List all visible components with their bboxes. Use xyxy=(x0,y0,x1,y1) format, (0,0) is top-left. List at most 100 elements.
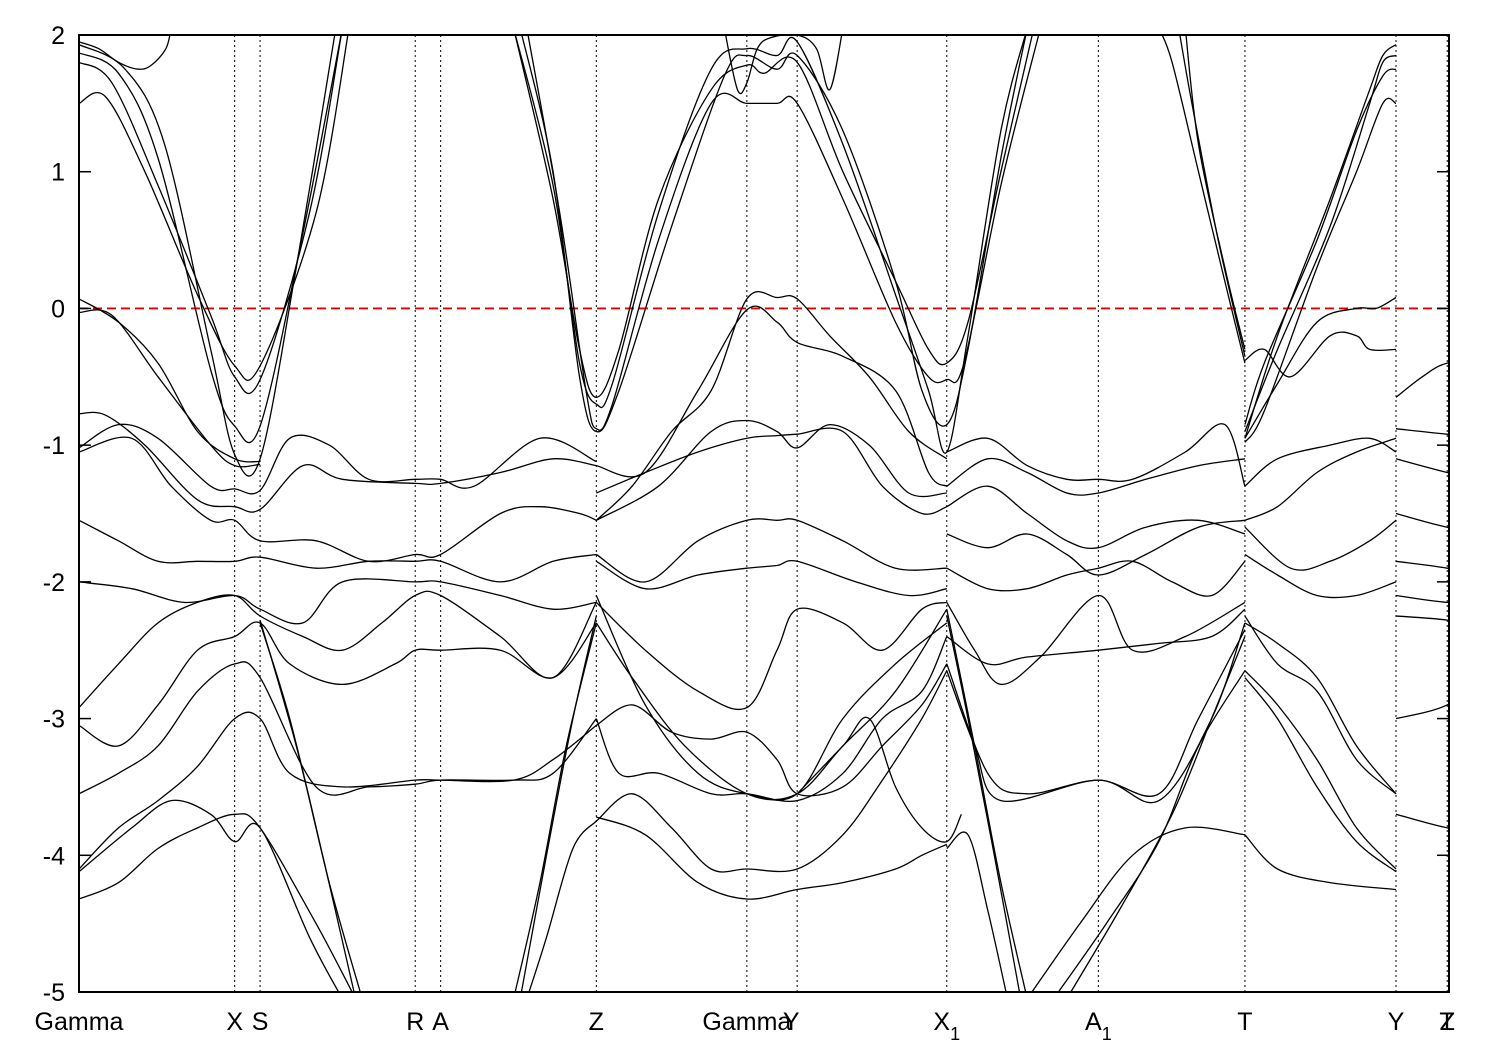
band-line-34 xyxy=(595,636,948,802)
band-line-29 xyxy=(595,518,947,583)
band-line-72 xyxy=(1244,670,1397,870)
band-line-65 xyxy=(1185,35,1246,350)
band-line-20 xyxy=(514,35,1033,398)
y-axis-ticks: 2 1 0 -1 -2 -3 -4 -5 xyxy=(43,22,1449,1007)
x-tick-label-8: X1 xyxy=(933,1008,960,1044)
band-line-32 xyxy=(595,608,948,801)
plot-frame-group xyxy=(78,34,1450,993)
y-tick-label-3: -1 xyxy=(43,432,65,460)
band-line-2 xyxy=(79,35,342,443)
band-line-45 xyxy=(946,423,1246,487)
band-line-8 xyxy=(79,411,597,513)
band-line-1 xyxy=(79,35,342,395)
y-tick-label-2: 0 xyxy=(51,295,65,323)
band-line-46 xyxy=(946,457,1245,496)
band-line-28 xyxy=(596,427,948,515)
x-tick-label-3: R xyxy=(406,1008,424,1036)
x-tick-label-0: Gamma xyxy=(35,1008,124,1036)
band-line-58 xyxy=(1244,296,1397,439)
band-line-54 xyxy=(1031,826,1245,992)
band-line-44 xyxy=(946,831,1007,992)
band-line-35 xyxy=(595,663,948,797)
band-line-21 xyxy=(527,35,1040,431)
x-tick-label-7: Y xyxy=(783,1008,800,1036)
band-line-81 xyxy=(1395,615,1449,622)
band-line-49 xyxy=(946,560,1246,597)
band-line-74 xyxy=(1244,834,1397,891)
band-line-83 xyxy=(1395,813,1449,829)
band-line-64 xyxy=(1179,35,1246,357)
band-line-69 xyxy=(1244,553,1397,599)
band-line-39 xyxy=(528,820,597,992)
x-tick-label-6: Gamma xyxy=(702,1008,791,1036)
band-line-17 xyxy=(79,799,340,992)
y-tick-label-1: 1 xyxy=(51,159,65,187)
band-line-61 xyxy=(1244,54,1397,432)
x-tick-label-sub-9: 1 xyxy=(1102,1024,1112,1044)
band-line-37 xyxy=(596,816,948,900)
band-line-10 xyxy=(79,519,597,583)
band-line-55 xyxy=(1057,670,1246,992)
band-line-3 xyxy=(79,35,336,477)
band-line-38 xyxy=(796,716,962,843)
x-tick-label-11: Y xyxy=(1388,1008,1405,1036)
band-line-19 xyxy=(259,619,361,992)
band-line-71 xyxy=(1244,615,1397,795)
band-line-36 xyxy=(595,670,948,873)
band-line-18 xyxy=(259,622,355,992)
plot-frame xyxy=(78,34,1450,993)
y-tick-label-0: 2 xyxy=(51,22,65,50)
band-line-25 xyxy=(595,291,948,521)
band-line-0 xyxy=(79,35,349,381)
band-line-12 xyxy=(79,590,597,709)
x-tick-label-4: A xyxy=(432,1008,449,1036)
y-tick-label-6: -4 xyxy=(43,842,65,870)
band-line-33 xyxy=(595,595,948,801)
band-line-78 xyxy=(1395,512,1449,529)
band-line-79 xyxy=(1395,560,1449,570)
band-line-15 xyxy=(79,711,597,870)
band-line-68 xyxy=(1244,519,1397,571)
band-line-11 xyxy=(79,578,597,625)
band-line-75 xyxy=(1395,362,1449,398)
x-tick-label-5: Z xyxy=(589,1008,604,1036)
band-line-82 xyxy=(1395,703,1449,720)
band-line-77 xyxy=(1395,458,1449,474)
band-line-73 xyxy=(1244,677,1397,873)
band-line-9 xyxy=(79,436,597,563)
band-line-47 xyxy=(946,485,1246,550)
band-line-7 xyxy=(79,423,597,495)
band-line-30 xyxy=(595,559,947,597)
band-line-16 xyxy=(79,813,353,992)
y-tick-label-4: -2 xyxy=(43,569,65,597)
band-line-4 xyxy=(79,35,171,70)
band-line-27 xyxy=(595,419,947,521)
band-line-40 xyxy=(514,622,597,992)
band-line-23 xyxy=(514,35,1027,454)
band-line-76 xyxy=(1395,428,1449,436)
band-lines xyxy=(79,35,1449,992)
band-line-67 xyxy=(1244,437,1397,521)
band-line-63 xyxy=(1161,35,1246,364)
band-line-70 xyxy=(1244,622,1397,795)
band-line-59 xyxy=(1244,97,1397,443)
x-tick-label-1: X xyxy=(226,1008,243,1036)
x-tick-label-12: Z xyxy=(1440,1008,1455,1036)
x-tick-label-sub-8: 1 xyxy=(950,1024,960,1044)
y-tick-label-5: -3 xyxy=(43,706,65,734)
band-line-50 xyxy=(946,594,1246,686)
band-line-31 xyxy=(595,601,947,710)
band-line-26 xyxy=(596,305,948,487)
band-line-56 xyxy=(1070,636,1246,992)
band-line-48 xyxy=(946,519,1245,576)
band-line-14 xyxy=(79,661,597,796)
band-line-57 xyxy=(1244,331,1397,378)
band-line-6 xyxy=(79,309,261,468)
band-line-51 xyxy=(946,608,1246,666)
band-line-5 xyxy=(79,298,261,463)
x-tick-label-10: T xyxy=(1237,1008,1252,1036)
band-line-60 xyxy=(1244,68,1397,425)
